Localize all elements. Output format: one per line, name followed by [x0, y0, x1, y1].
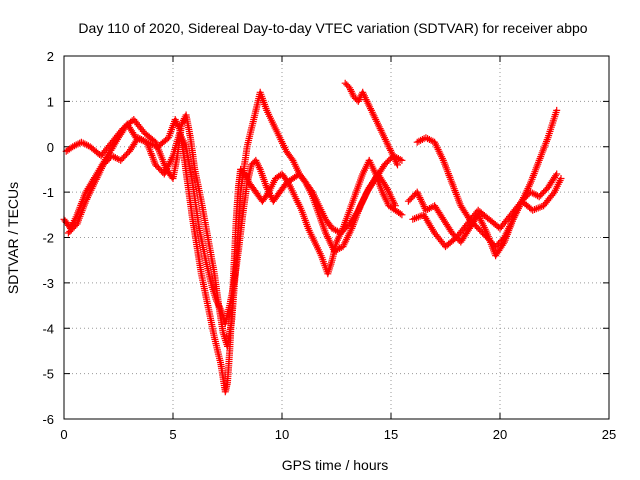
x-tick-label: 0 [60, 427, 67, 442]
data-points [60, 79, 565, 396]
x-axis-label: GPS time / hours [282, 457, 389, 473]
y-tick-label: 1 [47, 94, 54, 109]
chart-title: Day 110 of 2020, Sidereal Day-to-day VTE… [78, 20, 587, 36]
series-track-g [409, 175, 565, 251]
x-tick-label: 5 [169, 427, 176, 442]
series-track-c [64, 129, 399, 328]
y-tick-label: 2 [47, 49, 54, 64]
plot-frame [63, 55, 610, 420]
x-tick-label: 15 [384, 427, 398, 442]
y-tick-label: -4 [42, 321, 54, 336]
y-tick-label: 0 [47, 140, 54, 155]
y-axis-label: SDTVAR / TECUs [5, 182, 21, 294]
tick-labels: 0 5 10 15 20 25 -6 -5 -4 -3 -2 -1 0 1 2 [42, 49, 616, 442]
x-tick-label: 25 [602, 427, 616, 442]
series-track-d [341, 79, 401, 169]
y-tick-label: -3 [42, 276, 54, 291]
y-tick-label: -2 [42, 231, 54, 246]
series-track-e [413, 106, 561, 251]
x-tick-label: 20 [493, 427, 507, 442]
x-tick-label: 10 [275, 427, 289, 442]
y-tick-label: -1 [42, 185, 54, 200]
y-tick-label: -6 [42, 412, 54, 427]
y-tick-label: -5 [42, 367, 54, 382]
